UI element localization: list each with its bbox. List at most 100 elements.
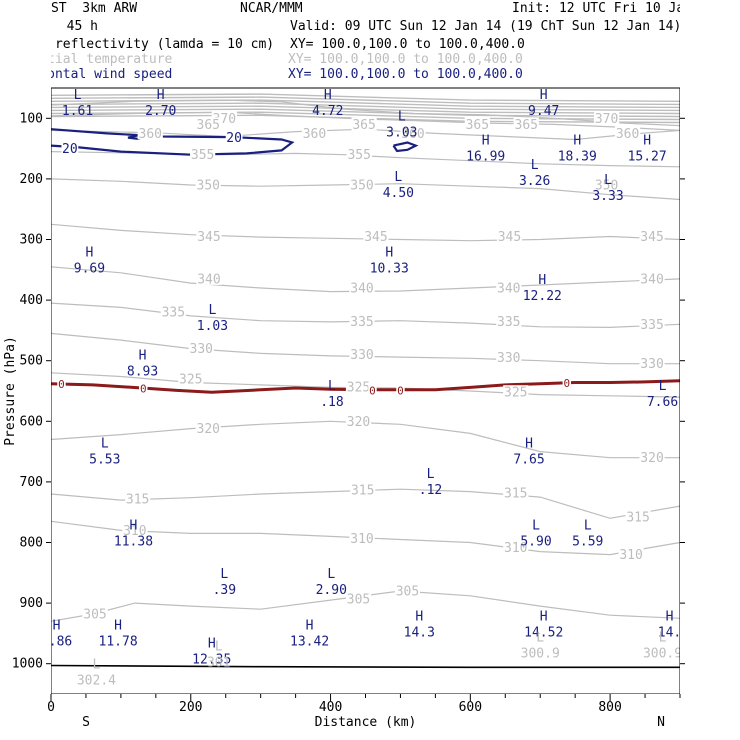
- extremum-high-marker: H: [130, 518, 138, 533]
- extremum-value: 5.53: [89, 453, 120, 468]
- theta-label: 330: [497, 351, 520, 366]
- wind-label: 20: [226, 131, 242, 146]
- wind-label-bg: [225, 130, 243, 144]
- theta-label: 305: [396, 584, 419, 599]
- theta-label: 360: [616, 127, 639, 142]
- x-tick-label: 400: [319, 700, 342, 715]
- extremum-value: 300.9: [643, 646, 682, 661]
- theta-label: 320: [347, 415, 370, 430]
- extremum-value: 11.78: [99, 634, 138, 649]
- x-tick-label: 800: [598, 700, 621, 715]
- theta-label-bg: [301, 126, 328, 140]
- y-axis-label: Pressure (hPa): [3, 336, 18, 446]
- extremum-value: 300.9: [521, 646, 560, 661]
- extremum-value: 2.70: [145, 104, 176, 119]
- x-axis-label: Distance (km): [315, 715, 417, 730]
- extremum-high-marker: H: [666, 609, 674, 624]
- extremum-high-marker: H: [208, 637, 216, 652]
- theta-label: 340: [350, 281, 373, 296]
- y-tick-label: 300: [20, 233, 43, 248]
- theta-label-bg: [160, 305, 186, 319]
- extremum-high-marker: H: [114, 618, 122, 633]
- theta-label: 310: [350, 532, 373, 547]
- extremum-value: 1.03: [197, 319, 228, 334]
- theta-label: 340: [197, 272, 220, 287]
- extremum-value: 301: [207, 656, 230, 671]
- wind-label: 20: [62, 142, 78, 157]
- wind-contour-0: [50, 128, 295, 156]
- extremum-high-marker: H: [525, 437, 533, 452]
- theta-label-bg: [363, 229, 389, 243]
- right-margin: [680, 0, 740, 740]
- extremum-value: 10.33: [370, 262, 409, 277]
- theta-label-bg: [639, 271, 665, 285]
- x-tick-label: 0: [47, 700, 55, 715]
- theta-label: 350: [197, 178, 220, 193]
- theta-label-bg: [464, 117, 490, 131]
- zero-label-bg: [368, 382, 377, 396]
- extremum-low-marker: L: [584, 518, 592, 533]
- extremum-value: 7.66: [647, 395, 678, 410]
- extremum-low-marker: L: [220, 567, 228, 582]
- extremum-value: 3.33: [592, 189, 623, 204]
- theta-label-bg: [394, 583, 421, 597]
- extremum-low-marker: L: [209, 303, 217, 318]
- extremum-low-marker: L: [659, 630, 667, 645]
- extremum-value: 11.38: [114, 534, 153, 549]
- theta-label-bg: [503, 385, 529, 399]
- extremum-value: 4.72: [312, 104, 343, 119]
- extremum-high-marker: H: [306, 618, 314, 633]
- extremum-low-marker: L: [427, 467, 435, 482]
- extremum-low-marker: L: [327, 567, 335, 582]
- theta-label-bg: [496, 280, 522, 294]
- zero-label-bg: [57, 376, 66, 390]
- extremum-value: .39: [213, 583, 236, 598]
- extremum-value: 14.3: [404, 625, 435, 640]
- end-label-north: N: [657, 715, 665, 730]
- theta-label-bg: [639, 229, 665, 243]
- theta-label-bg: [614, 126, 641, 140]
- theta-label: 345: [640, 230, 663, 245]
- ground-line: [50, 664, 680, 669]
- extremum-value: 12.22: [523, 289, 562, 304]
- extremum-value: 5.90: [520, 534, 551, 549]
- y-tick-label: 900: [20, 596, 43, 611]
- y-tick-label: 600: [20, 414, 43, 429]
- theta-label-bg: [196, 271, 222, 285]
- theta-label: 305: [347, 592, 370, 607]
- theta-label-bg: [195, 177, 221, 191]
- extremum-value: 14.52: [524, 625, 563, 640]
- theta-label: 340: [640, 272, 663, 287]
- extremum-low-marker: L: [394, 170, 402, 185]
- ground-line-group: [50, 664, 680, 669]
- zero-label-bg: [139, 380, 148, 394]
- zero-label: 0: [58, 378, 65, 391]
- wind-label-bg: [61, 141, 79, 155]
- theta-label-bg: [625, 510, 651, 524]
- extremum-high-marker: H: [540, 88, 548, 103]
- theta-label: 325: [347, 380, 370, 395]
- extremum-value: 7.65: [513, 453, 544, 468]
- theta-label: 315: [626, 511, 649, 526]
- extremum-high-marker: H: [538, 273, 546, 288]
- theta-label: 310: [619, 548, 642, 563]
- theta-upper-band-line: [50, 105, 681, 115]
- y-tick-label: 800: [20, 536, 43, 551]
- extremum-value: 14.: [658, 625, 681, 640]
- theta-label: 310: [123, 524, 146, 539]
- theta-label-bg: [349, 531, 375, 545]
- extremum-value: 4.50: [383, 186, 414, 201]
- theta-label: 330: [640, 357, 663, 372]
- theta-upper-band-line: [50, 99, 681, 109]
- extremum-high-marker: H: [573, 134, 581, 149]
- theta-label: 330: [190, 342, 213, 357]
- theta-label-bg: [496, 229, 523, 243]
- theta-upper-band-line: [50, 108, 681, 118]
- extremum-value: .12: [419, 483, 442, 498]
- extremum-value: 2.90: [316, 583, 347, 598]
- theta-label: 365: [515, 118, 538, 133]
- extremum-low-marker: L: [215, 640, 223, 655]
- theta-label: 330: [350, 348, 373, 363]
